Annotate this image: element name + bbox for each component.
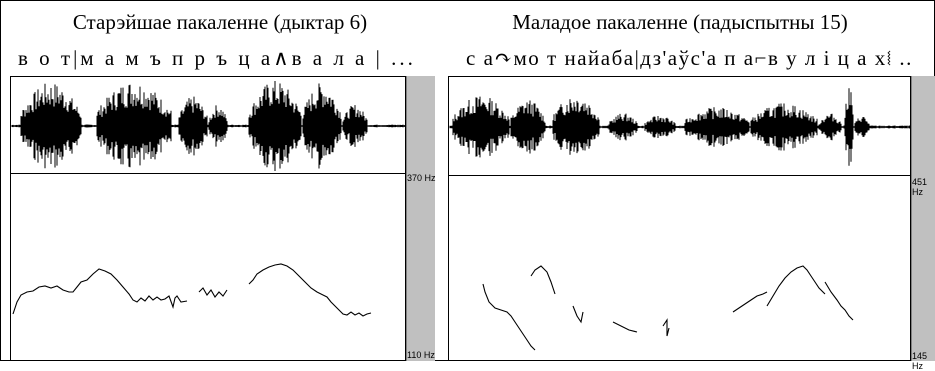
pitch-track-display	[10, 173, 406, 361]
waveform-display	[448, 76, 911, 176]
pitch-track-display	[448, 175, 911, 361]
hz-min-label: 145 Hz	[912, 351, 928, 371]
hz-max-label: 370 Hz	[407, 173, 436, 183]
waveform-svg	[449, 88, 911, 166]
scale-scrollbar[interactable]	[911, 76, 935, 361]
scale-scrollbar[interactable]	[406, 76, 435, 361]
panel-title: Маладое пакаленне (падыспытны 15)	[512, 10, 848, 34]
phonetic-transcription: с а↷мо т найаба|дз'аўс'а п а⌐в у л і ц а…	[466, 46, 913, 70]
hz-min-label: 110 Hz	[407, 350, 435, 360]
waveform-display	[10, 76, 406, 174]
hz-max-label: 451 Hz	[912, 177, 928, 197]
panel-title: Старэйшае пакаленне (дыктар 6)	[72, 10, 368, 34]
pitch-curve-svg	[482, 265, 854, 351]
phonetic-transcription: в о т|м а м ъ п р ъ ц а∧в а л а | ...	[18, 46, 416, 70]
waveform-svg	[11, 81, 406, 171]
panel-younger-generation: Маладое пакаленне (падыспытны 15) с а↷мо…	[440, 0, 935, 371]
pitch-curve-svg	[12, 263, 372, 317]
panel-older-generation: Старэйшае пакаленне (дыктар 6) в о т|м а…	[0, 0, 440, 361]
